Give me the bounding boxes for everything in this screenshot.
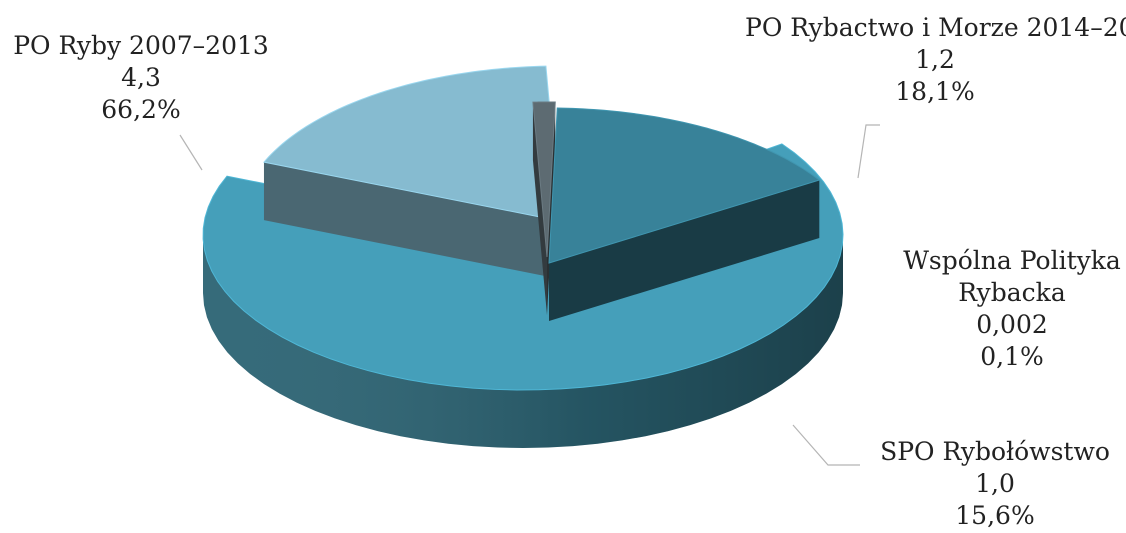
label-wpr-name-2: Rybacka <box>958 278 1066 307</box>
label-po-ryby-percent: 66,2% <box>101 95 181 124</box>
slices-layer <box>202 65 844 448</box>
label-spo-value: 1,0 <box>975 469 1015 498</box>
pie-slice-spo <box>548 107 821 322</box>
pie-slice-po-rybactwo-wall <box>263 162 560 279</box>
label-po-ryby-name: PO Ryby 2007–2013 <box>13 31 269 60</box>
leader-line-spo <box>792 424 860 466</box>
pie-slice-spo-top <box>548 107 821 264</box>
label-wpr-percent: 0,1% <box>980 342 1044 371</box>
label-wpr-name-1: Wspólna Polityka <box>903 246 1121 275</box>
label-spo-name: SPO Rybołówstwo <box>880 437 1110 466</box>
label-po-ryby-value: 4,3 <box>121 63 161 92</box>
label-po-rybactwo: PO Rybactwo i Morze 2014–2020 1,2 18,1% <box>745 12 1126 108</box>
pie-slice-wpr-wall <box>532 102 547 315</box>
label-po-rybactwo-percent: 18,1% <box>895 77 975 106</box>
pie-slice-wpr-top <box>532 101 556 258</box>
leader-lines <box>179 124 880 466</box>
pie-slice-po-ryby-side-shade <box>203 235 843 448</box>
label-spo: SPO Rybołówstwo 1,0 15,6% <box>870 436 1120 532</box>
label-po-rybactwo-name: PO Rybactwo i Morze 2014–2020 <box>745 13 1126 42</box>
label-po-ryby: PO Ryby 2007–2013 4,3 66,2% <box>0 30 282 126</box>
label-wpr: Wspólna Polityka Rybacka 0,002 0,1% <box>898 245 1126 373</box>
label-po-rybactwo-value: 1,2 <box>915 45 955 74</box>
leader-line-po-ryby <box>179 134 203 171</box>
pie-slice-po-rybactwo-top <box>263 65 561 222</box>
label-spo-percent: 15,6% <box>955 501 1035 530</box>
label-wpr-value: 0,002 <box>976 310 1048 339</box>
pie-slice-spo-wall <box>549 180 820 321</box>
leader-line-po-rybactwo <box>857 124 880 179</box>
